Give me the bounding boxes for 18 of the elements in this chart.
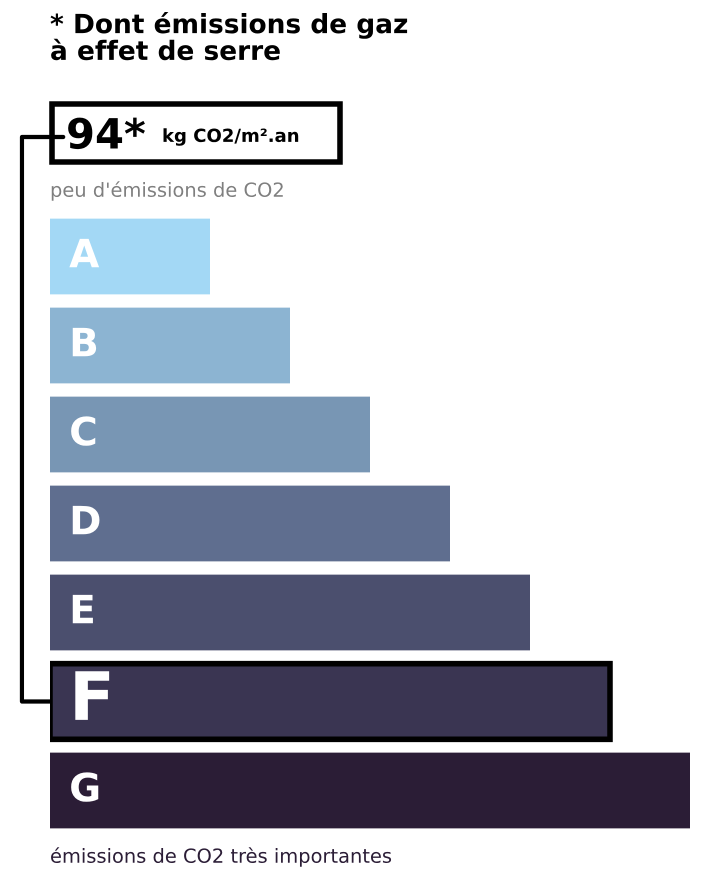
bar	[50, 486, 450, 562]
y-tick-label: G	[71, 772, 98, 802]
bar	[50, 308, 290, 384]
y-tick-label: A	[69, 238, 100, 268]
bar	[50, 574, 530, 650]
bar	[50, 218, 210, 294]
bar	[50, 396, 370, 472]
text: émissions de CO2 très importantes	[51, 847, 392, 867]
y-tick-label: E	[72, 594, 93, 624]
chart-title: * Dont émissions de gaz à effet de serre	[50, 12, 408, 60]
y-tick-label: B	[72, 328, 96, 356]
text: peu d'émissions de CO2	[52, 181, 283, 201]
text: kg CO2/m².an	[164, 128, 298, 146]
y-tick-label: F	[75, 671, 110, 720]
annotation: 94*	[68, 118, 145, 150]
y-tick-label: C	[71, 416, 96, 446]
bar	[50, 752, 690, 828]
y-tick-label: D	[72, 506, 100, 534]
